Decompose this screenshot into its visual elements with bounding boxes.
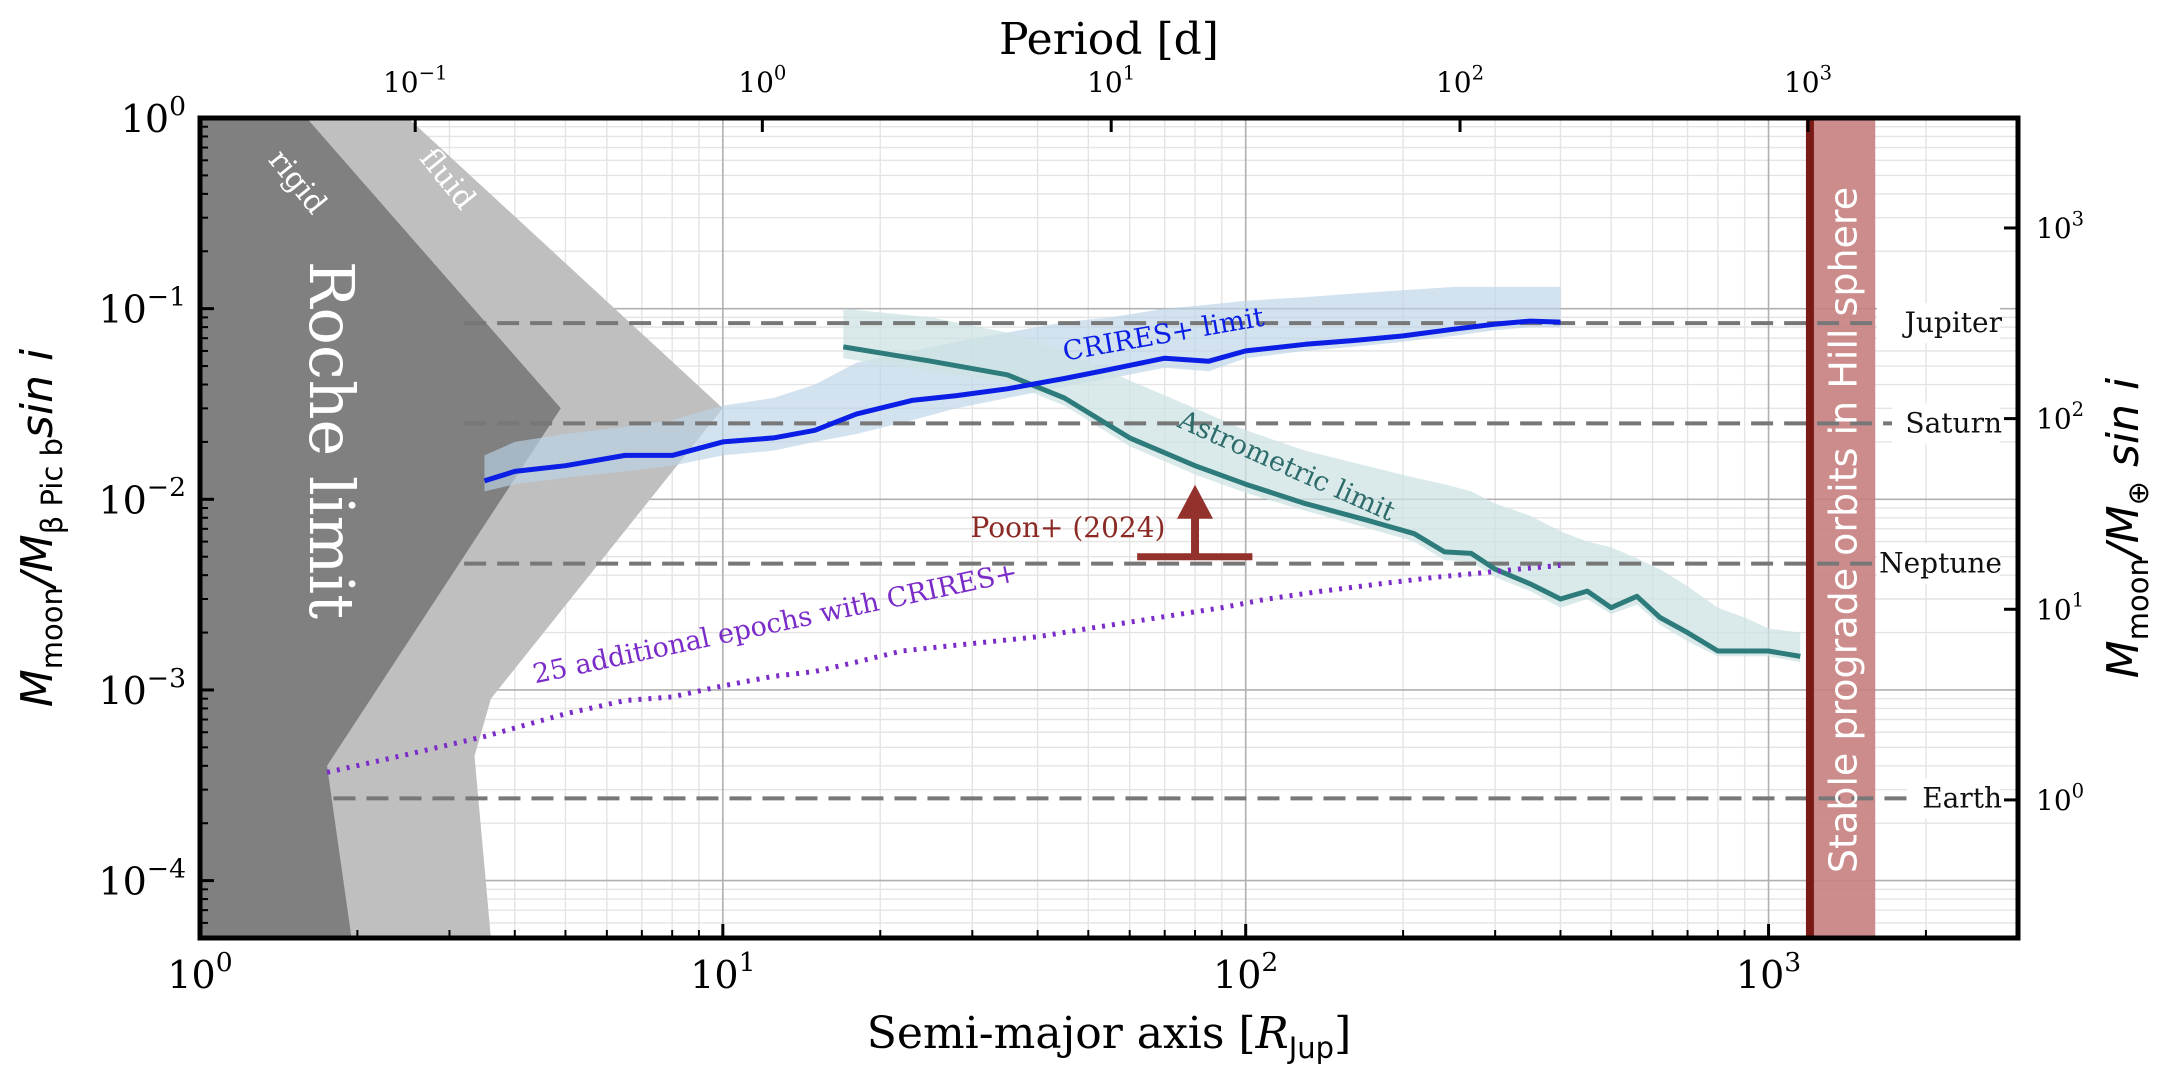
hill-sphere-label: Stable prograde orbits in Hill sphere: [1822, 187, 1866, 873]
right-tick-label: 101: [2036, 589, 2084, 627]
roche-limit-label: Roche limit: [295, 261, 368, 619]
top-tick-label: 100: [738, 61, 786, 99]
y-tick-label: 10−3: [98, 663, 186, 713]
top-tick-label: 102: [1436, 61, 1484, 99]
reference-label-bg: [1907, 778, 2000, 819]
y-tick-label: 10−1: [98, 282, 186, 332]
axis-ticks: [198, 116, 2019, 939]
reference-label-jupiter: Jupiter: [1902, 306, 2003, 339]
additional-epochs-annotation: 25 additional epochs with CRIRES+: [530, 557, 1020, 690]
reference-label-bg: [1877, 303, 2000, 344]
x-tick-label: 101: [690, 947, 755, 997]
crires-limit-line: [483, 318, 1561, 484]
poon-2024-marker: [1137, 484, 1253, 561]
top-tick-label: 103: [1784, 61, 1832, 99]
poon-2024-annotation: Poon+ (2024): [971, 511, 1166, 544]
reference-label-bg: [1877, 543, 2000, 584]
top-tick-label: 101: [1087, 61, 1135, 99]
right-tick-label: 103: [2036, 207, 2084, 245]
right-tick-label: 102: [2036, 398, 2084, 436]
astrometric-limit-band: [843, 308, 1801, 663]
reference-label-saturn: Saturn: [1905, 406, 2002, 439]
hill-sphere-band: [1809, 118, 1876, 938]
y-axis-label-left: Mmoon/Mβ Pic bsin i: [12, 348, 69, 707]
axis-tick-labels: 100 101 102 103 100 10−1 10−2 10−3 10−4 10−1 100 10…: [98, 61, 2084, 997]
astrometric-limit-line: [842, 344, 1801, 659]
y-axis-label-right: Mmoon/M⊕ sin i: [2098, 377, 2155, 678]
top-axis-label: Period [d]: [999, 14, 1219, 65]
right-tick-label: 100: [2036, 779, 2084, 817]
reference-planet-lines: [333, 321, 1915, 801]
series-layer: [326, 118, 1814, 938]
y-tick-label: 10−4: [98, 854, 186, 904]
y-tick-label: 10−2: [98, 472, 186, 522]
reference-label-neptune: Neptune: [1879, 547, 2002, 580]
x-tick-label: 100: [167, 947, 232, 997]
reference-label-bg: [1892, 403, 2000, 444]
reference-planet-labels: Jupiter Saturn Neptune Earth: [1877, 303, 2003, 819]
poon-arrow-head: [1177, 484, 1214, 519]
top-tick-label: 10−1: [383, 61, 448, 99]
x-axis-label: Semi-major axis [RJup]: [867, 1008, 1351, 1065]
y-tick-label: 100: [121, 91, 186, 141]
x-tick-label: 103: [1736, 947, 1801, 997]
additional-epochs-line: [326, 562, 1561, 775]
x-tick-label: 102: [1213, 947, 1278, 997]
reference-label-earth: Earth: [1922, 781, 2002, 814]
roche-fluid-region: [306, 118, 723, 938]
